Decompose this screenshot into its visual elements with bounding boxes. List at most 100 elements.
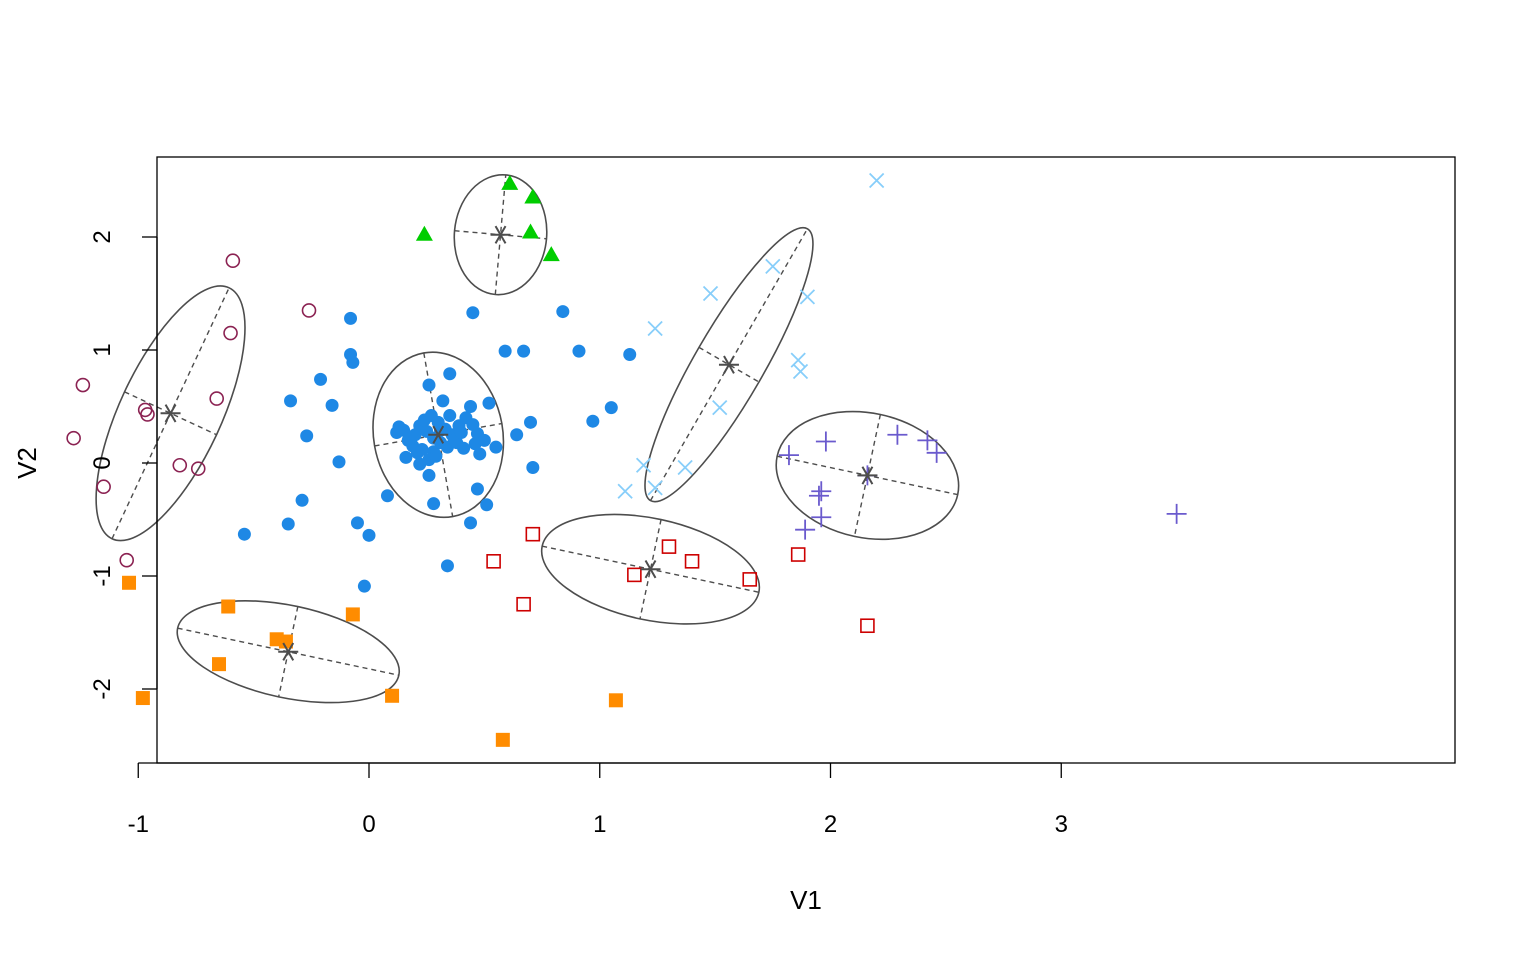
data-point (443, 367, 457, 381)
ellipse-major-axis (177, 627, 399, 676)
data-point (362, 528, 376, 542)
data-point (498, 344, 512, 358)
data-point (96, 479, 111, 495)
y-axis-label: V2 (12, 447, 42, 479)
data-point (815, 431, 836, 452)
data-point (799, 289, 816, 305)
y-tick-label: -2 (89, 678, 116, 699)
data-point (404, 431, 418, 445)
cluster-center-marker (857, 466, 878, 485)
data-point (209, 391, 225, 406)
data-point (677, 459, 693, 476)
cluster-center-marker (428, 425, 449, 444)
data-point (119, 552, 135, 568)
data-point (517, 344, 531, 358)
data-point (482, 396, 496, 410)
data-point (742, 572, 758, 587)
y-tick-label: 2 (89, 230, 116, 243)
x-tick-label: 2 (824, 811, 837, 838)
data-point (608, 693, 623, 708)
data-point (399, 450, 413, 464)
data-point (617, 483, 633, 499)
cluster-ellipses (95, 174, 960, 704)
data-point (811, 507, 832, 528)
data-point (522, 223, 540, 239)
data-point (501, 174, 519, 190)
data-point (926, 442, 947, 463)
data-point (712, 399, 728, 416)
data-point (604, 401, 618, 415)
cluster-centers (160, 225, 878, 661)
data-point (464, 400, 478, 413)
y-tick-label: 0 (89, 456, 116, 469)
y-tick-label: 1 (89, 343, 116, 356)
data-point (466, 306, 480, 320)
x-axis: -1 0 1 2 3 (128, 762, 1068, 838)
data-point (542, 246, 560, 262)
data-point (1166, 503, 1187, 524)
data-point (413, 457, 427, 471)
data-point (765, 258, 781, 275)
data-point (489, 440, 503, 454)
cluster-center-marker (160, 404, 181, 423)
data-point (454, 425, 468, 439)
data-point (795, 519, 816, 540)
data-point (427, 497, 441, 511)
data-point (572, 344, 586, 358)
data-point (278, 634, 293, 649)
data-point (526, 461, 540, 475)
cluster-center-marker (718, 355, 739, 374)
data-point (443, 409, 457, 423)
data-point (869, 172, 885, 189)
data-point (237, 527, 251, 541)
data-point (464, 516, 478, 530)
data-point (314, 372, 328, 386)
data-point (790, 547, 806, 562)
data-point (344, 311, 358, 325)
data-point (486, 554, 501, 569)
data-point (172, 457, 188, 473)
data-point (300, 429, 314, 443)
data-point (661, 539, 677, 554)
y-tick-label: -1 (89, 565, 116, 586)
data-point (860, 618, 875, 634)
data-point (510, 428, 524, 442)
data-point (281, 517, 295, 531)
ellipse-minor-axis (639, 519, 662, 620)
data-point (325, 398, 339, 412)
data-point (470, 482, 484, 496)
data-point (525, 526, 541, 542)
data-point (332, 455, 346, 469)
data-point (385, 688, 400, 703)
x-tick-label: 1 (593, 811, 606, 838)
data-point (301, 303, 317, 318)
plot-frame (156, 156, 1456, 764)
data-point (440, 559, 454, 573)
data-points (66, 172, 1187, 747)
data-point (524, 415, 538, 429)
data-point (457, 441, 471, 455)
data-point (808, 485, 829, 506)
x-tick-label: -1 (128, 811, 149, 838)
data-point (627, 567, 642, 583)
data-point (284, 394, 298, 408)
data-point (410, 446, 424, 460)
data-point (887, 424, 908, 445)
data-point (477, 433, 491, 447)
data-point (811, 481, 832, 502)
ellipse-minor-axis (124, 391, 217, 436)
y-axis: -2 -1 0 1 2 (89, 230, 158, 700)
data-point (380, 489, 394, 503)
data-point (66, 430, 81, 446)
x-axis-label: V1 (790, 885, 822, 915)
data-point (140, 407, 155, 422)
data-point (225, 253, 241, 269)
data-point (345, 607, 360, 622)
data-point (647, 320, 663, 337)
cluster-center-marker (490, 225, 511, 244)
data-point (422, 378, 436, 392)
data-point (415, 225, 433, 241)
ellipse-major-axis (494, 174, 507, 295)
data-point (357, 579, 371, 593)
